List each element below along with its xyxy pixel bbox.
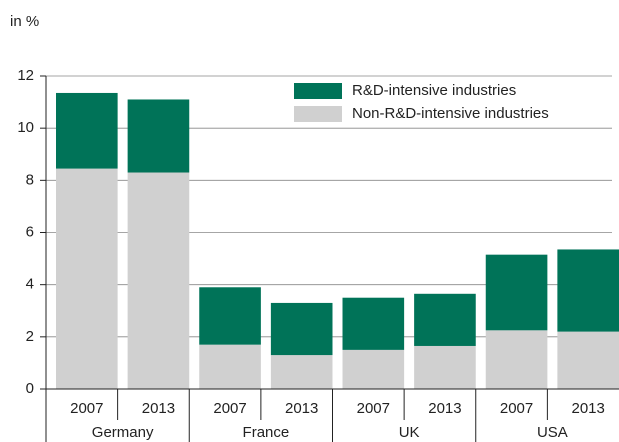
bar-segment — [199, 344, 261, 389]
bar-segment — [485, 330, 548, 389]
bar-segment — [557, 249, 619, 332]
group-label: USA — [537, 424, 568, 441]
legend-swatch — [294, 83, 342, 99]
x-tick-label: 2013 — [572, 400, 605, 417]
group-label: Germany — [92, 424, 154, 441]
y-axis-label: in % — [10, 13, 39, 30]
x-tick-label: 2007 — [500, 400, 533, 417]
y-tick-label: 0 — [26, 380, 34, 397]
bar-segment — [199, 287, 261, 345]
x-tick-label: 2007 — [70, 400, 103, 417]
y-tick-label: 8 — [26, 171, 34, 188]
x-tick-label: 2013 — [142, 400, 175, 417]
bar-segment — [485, 254, 548, 331]
legend-label: Non-R&D-intensive industries — [352, 105, 549, 122]
bar-segment — [56, 92, 118, 169]
bar-segment — [270, 355, 333, 389]
x-tick-label: 2013 — [285, 400, 318, 417]
y-tick-label: 10 — [17, 119, 34, 136]
y-tick-label: 2 — [26, 328, 34, 345]
x-tick-label: 2007 — [357, 400, 390, 417]
legend-label: R&D-intensive industries — [352, 82, 516, 99]
legend-swatch — [294, 106, 342, 122]
x-tick-label: 2013 — [428, 400, 461, 417]
x-tick-label: 2007 — [213, 400, 246, 417]
bar-segment — [127, 172, 190, 389]
group-label: France — [243, 424, 290, 441]
y-tick-label: 6 — [26, 223, 34, 240]
bar-segment — [56, 168, 118, 389]
bar-segment — [414, 293, 476, 346]
bar-segment — [270, 302, 333, 356]
y-tick-label: 4 — [26, 276, 34, 293]
bar-segment — [127, 99, 190, 173]
bar-segment — [414, 345, 476, 389]
bar-segment — [557, 331, 619, 389]
bar-segment — [342, 349, 405, 389]
group-label: UK — [399, 424, 420, 441]
bar-segment — [342, 297, 405, 350]
y-tick-label: 12 — [17, 67, 34, 84]
